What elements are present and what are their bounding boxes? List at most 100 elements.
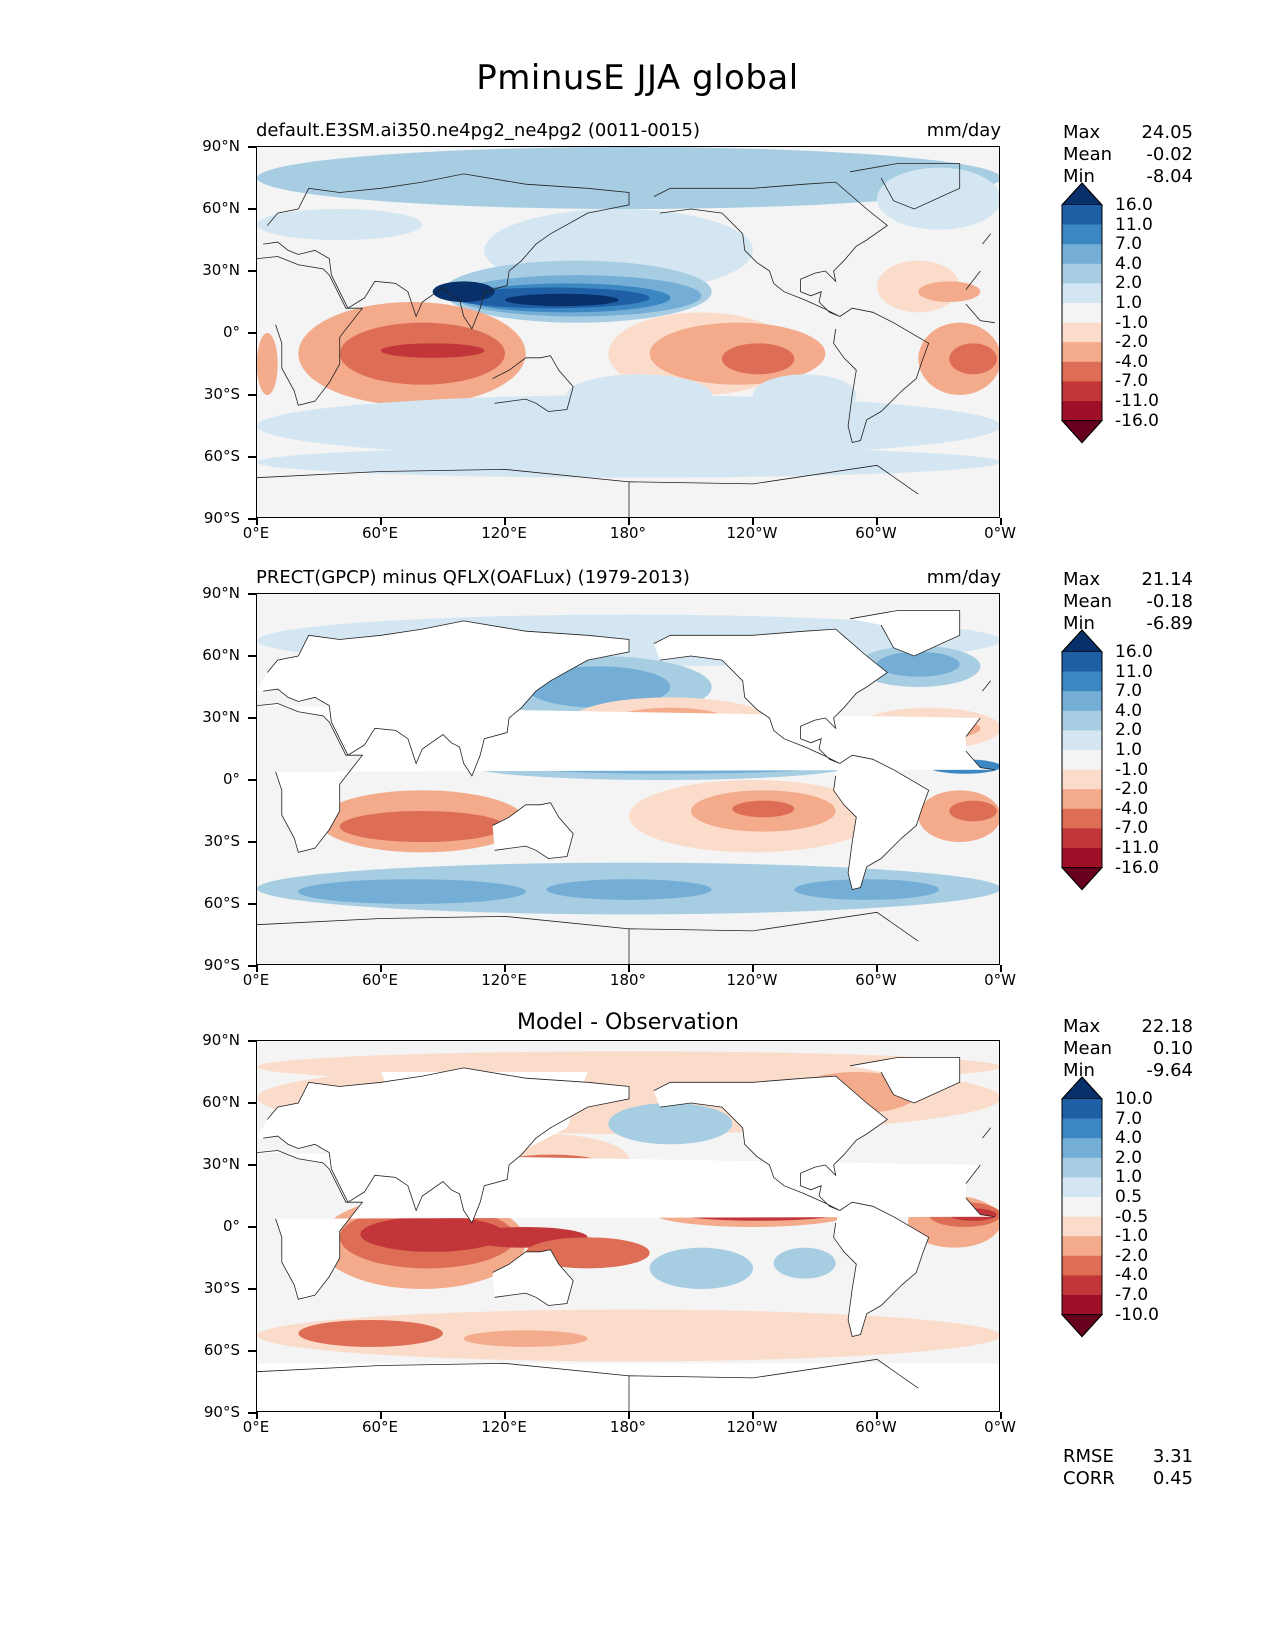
panel-title: Model - Observation xyxy=(517,1010,739,1035)
colorbar-tick-label: -4.0 xyxy=(1115,798,1149,819)
colorbar-tick-label: -7.0 xyxy=(1115,818,1149,839)
colorbar-segment xyxy=(1062,769,1102,790)
land-australia xyxy=(492,802,574,859)
colorbar-segment xyxy=(1062,303,1102,323)
coastline-samerica xyxy=(833,307,930,443)
contour-region xyxy=(567,374,712,416)
y-tick-mark xyxy=(248,394,256,396)
contour-region xyxy=(257,446,999,478)
x-tick-label: 0°W xyxy=(984,971,1016,989)
land-australia xyxy=(492,1249,574,1306)
y-tick-label: 90°N xyxy=(202,1031,240,1049)
colorbar-tick-label: 4.0 xyxy=(1115,1128,1143,1149)
coastline-australia xyxy=(492,355,574,412)
colorbar-tick-label: -11.0 xyxy=(1115,391,1159,411)
colorbar-tick-label: 2.0 xyxy=(1115,273,1143,294)
colorbar-segment xyxy=(1062,750,1102,770)
coastline-antarctica xyxy=(257,468,630,517)
x-tick-label: 60°W xyxy=(855,524,897,542)
y-tick-mark xyxy=(248,1226,256,1228)
y-tick-label: 60°N xyxy=(202,199,240,217)
panel-title: default.E3SM.ai350.ne4pg2_ne4pg2 (0011-0… xyxy=(256,120,701,141)
colorbar-segment xyxy=(1062,244,1102,265)
contour-region xyxy=(381,343,485,358)
land-africa xyxy=(257,703,995,853)
y-tick-mark xyxy=(248,717,256,719)
x-tick-mark xyxy=(504,965,506,972)
coastline-europe-asia xyxy=(982,1127,992,1139)
coastline-antarctica xyxy=(628,911,919,942)
y-tick-mark xyxy=(248,1164,256,1166)
coastline-antarctica xyxy=(628,464,919,495)
colorbar-tick-label: -2.0 xyxy=(1115,332,1149,353)
coastline-europe-asia xyxy=(982,233,992,245)
colorbar-segment xyxy=(1062,401,1102,421)
y-tick-label: 0° xyxy=(222,323,240,341)
stats-box: Max 24.05 Mean -0.02 Min -8.04 xyxy=(1063,122,1193,187)
y-tick-mark xyxy=(248,270,256,272)
colorbar-tick-label: -4.0 xyxy=(1115,1265,1149,1286)
coastline-namerica xyxy=(653,1075,888,1211)
x-tick-mark xyxy=(380,518,382,525)
y-tick-mark xyxy=(248,779,256,781)
colorbar-tick-label: 7.0 xyxy=(1115,234,1143,255)
colorbar-tick-label: 11.0 xyxy=(1115,214,1153,235)
colorbar-tick-label: 10.0 xyxy=(1115,1089,1153,1109)
coastlines xyxy=(257,1057,995,1411)
colorbar-segment xyxy=(1062,1157,1102,1178)
colorbar-segment xyxy=(1062,1099,1102,1119)
contour-region xyxy=(257,1309,999,1362)
y-tick-mark xyxy=(248,593,256,595)
y-tick-label: 30°N xyxy=(202,1155,240,1173)
colorbar-segment xyxy=(1062,652,1102,672)
colorbar-segment xyxy=(1062,1255,1102,1276)
land-samerica xyxy=(833,755,929,890)
colorbar-segment xyxy=(1062,848,1102,868)
y-tick-mark xyxy=(248,332,256,334)
coastline-greenland xyxy=(850,163,961,210)
x-tick-label: 120°E xyxy=(481,971,527,989)
coastline-africa xyxy=(257,256,364,406)
contour-region xyxy=(649,1247,753,1289)
x-tick-mark xyxy=(876,518,878,525)
colorbar xyxy=(1061,629,1103,891)
missing-data-region xyxy=(381,1072,588,1182)
stats-box: Max 21.14 Mean -0.18 Min -6.89 xyxy=(1063,569,1193,634)
contour-region xyxy=(463,1330,588,1347)
coastline-samerica xyxy=(833,1201,930,1337)
colorbar-tick-label: 16.0 xyxy=(1115,195,1153,215)
land-mask xyxy=(257,610,995,890)
y-tick-label: 30°N xyxy=(202,261,240,279)
colorbar xyxy=(1061,182,1103,444)
x-tick-mark xyxy=(504,1412,506,1419)
colorbar-segment xyxy=(1062,671,1102,692)
colorbar-segment xyxy=(1062,1177,1102,1198)
colorbar-segment xyxy=(1062,283,1102,304)
x-tick-mark xyxy=(628,1412,630,1419)
x-tick-mark xyxy=(256,518,258,525)
y-tick-mark xyxy=(248,456,256,458)
y-tick-mark xyxy=(248,655,256,657)
map-plot xyxy=(256,593,1000,965)
colorbar-segment xyxy=(1062,710,1102,731)
colorbar-tick-label: -16.0 xyxy=(1115,857,1159,878)
colorbar-tick-label: -7.0 xyxy=(1115,371,1149,392)
coastline-africa xyxy=(965,1197,995,1218)
figure-title: PminusE JJA global xyxy=(476,58,799,98)
x-tick-label: 0°E xyxy=(242,524,270,542)
y-tick-mark xyxy=(248,1288,256,1290)
contour-region xyxy=(257,333,278,395)
coastline-namerica xyxy=(653,628,888,764)
stats-box: Max 22.18 Mean 0.10 Min -9.64 xyxy=(1063,1016,1193,1081)
x-tick-label: 0°W xyxy=(984,524,1016,542)
y-tick-label: 90°N xyxy=(202,137,240,155)
land-samerica xyxy=(833,1202,929,1337)
colorbar-segment xyxy=(1062,1197,1102,1217)
x-tick-label: 180° xyxy=(609,971,647,989)
y-tick-label: 30°S xyxy=(203,385,240,403)
y-tick-mark xyxy=(248,965,256,967)
colorbar-tick-label: -1.0 xyxy=(1115,759,1149,780)
contour-region xyxy=(794,879,940,900)
y-tick-mark xyxy=(248,518,256,520)
map-plot xyxy=(256,146,1000,518)
